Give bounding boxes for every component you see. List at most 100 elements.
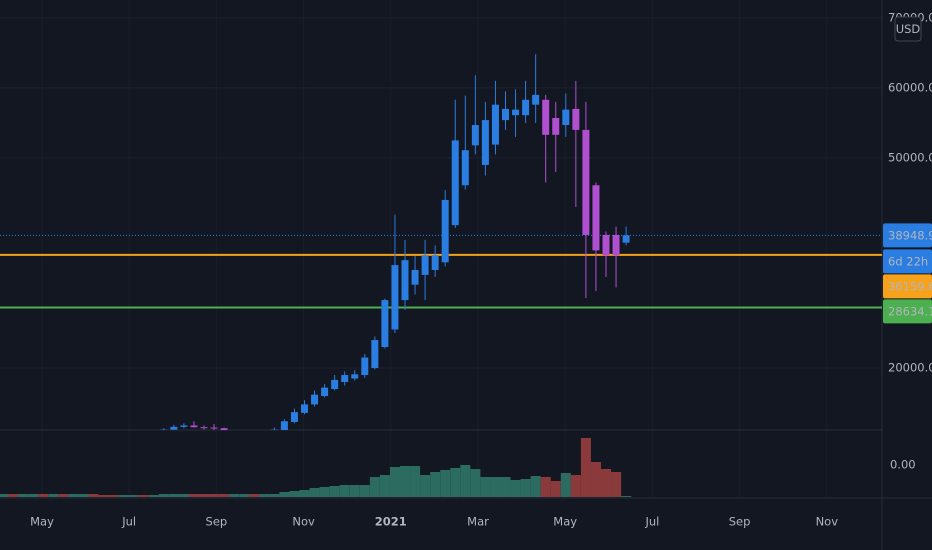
volume-bar <box>530 476 541 497</box>
candle-body <box>290 412 298 422</box>
volume-bar <box>38 494 49 497</box>
x-tick-label: May <box>553 515 577 529</box>
volume-bar <box>379 475 390 497</box>
price-lines <box>0 234 882 309</box>
volume-bar <box>450 468 461 497</box>
candle-body <box>361 357 369 376</box>
volume-bar <box>611 472 622 497</box>
candle-body <box>321 387 329 397</box>
price-label: 28634.18 <box>888 304 932 318</box>
volume-bar <box>520 479 531 497</box>
candle-body <box>522 99 530 116</box>
candle-body <box>210 427 218 429</box>
volume-bar <box>229 494 240 497</box>
volume-bar <box>0 494 9 497</box>
volume-bar <box>601 469 612 497</box>
volume-bar <box>570 475 581 497</box>
volume-bar <box>138 495 149 497</box>
volume-bar <box>168 494 179 497</box>
candle-body <box>391 265 399 330</box>
candle-body <box>572 108 580 130</box>
volume-bar <box>339 485 350 497</box>
x-tick-label: Sep <box>729 515 751 529</box>
candle-body <box>160 429 168 430</box>
y-tick-label: 20000.00 <box>888 361 932 375</box>
volume-scale-label: 0.00 <box>890 458 916 472</box>
candles <box>160 54 630 430</box>
volume-bar <box>309 488 320 497</box>
volume-bar <box>58 494 69 497</box>
y-tick-label: 60000.00 <box>888 80 932 94</box>
countdown-label-box <box>883 249 932 274</box>
candle-body <box>461 150 469 186</box>
candle-body <box>280 421 288 430</box>
volume-bar <box>470 469 481 497</box>
volume-bar <box>590 462 601 497</box>
volume-bar <box>158 494 169 497</box>
candle-body <box>502 108 509 121</box>
volume-bar <box>490 477 501 497</box>
candle-body <box>451 140 459 226</box>
candle-body <box>331 379 339 390</box>
x-tick-label: Sep <box>206 515 228 529</box>
volume-bar <box>178 494 189 497</box>
currency-box[interactable] <box>894 16 922 42</box>
volume-bar <box>389 467 400 497</box>
volume-bar <box>8 494 19 497</box>
candle-body <box>371 340 379 369</box>
currency-button[interactable]: USD <box>894 16 922 42</box>
candle-body <box>431 255 439 270</box>
volume-bar <box>580 438 591 497</box>
volume-bar <box>199 494 210 497</box>
candle-body <box>311 394 319 405</box>
volume-bar <box>18 494 29 497</box>
candle-body <box>441 199 449 263</box>
volume-bar <box>430 472 441 497</box>
volume-bar <box>259 494 270 497</box>
countdown-label: 6d 22h <box>888 254 928 268</box>
candle-body <box>200 427 208 429</box>
candle-body <box>411 269 419 285</box>
currency-label[interactable]: USD <box>896 22 921 36</box>
volume-bar <box>540 477 551 497</box>
x-tick-label: Nov <box>292 515 315 529</box>
volume-bar <box>299 490 310 497</box>
x-tick-label: Mar <box>467 515 489 529</box>
volume-bar <box>128 495 139 497</box>
candle-body <box>491 104 499 145</box>
candle-body <box>622 235 630 243</box>
volume-bar <box>510 480 521 497</box>
volume-bar <box>500 477 511 497</box>
candle-body <box>512 109 520 116</box>
volume-bar <box>420 475 431 497</box>
volume-bar <box>329 486 340 497</box>
volume-bar <box>269 494 280 497</box>
candle-body <box>301 404 308 413</box>
volume-bar <box>98 495 109 497</box>
volume-bar <box>68 494 79 497</box>
volume-bar <box>400 466 411 497</box>
volume-bar <box>148 495 159 497</box>
volume-bar <box>219 494 230 497</box>
candle-body <box>190 425 198 428</box>
candle-body <box>180 425 188 427</box>
candle-body <box>401 260 409 301</box>
volume-bar <box>48 494 59 497</box>
candle-body <box>341 375 349 383</box>
price-label-box <box>883 299 932 324</box>
candle-body <box>602 234 610 256</box>
volume-bar <box>88 494 99 497</box>
candle-body <box>351 374 359 379</box>
y-tick-label: 50000.00 <box>888 150 932 164</box>
volume-bar <box>239 494 250 497</box>
volume-bar <box>410 466 421 497</box>
candle-body <box>562 109 570 126</box>
x-tick-label: Jul <box>121 515 136 529</box>
x-tick-label: Jul <box>644 515 659 529</box>
volume-bar <box>349 485 360 497</box>
volume-bar <box>460 465 471 497</box>
volume-bar <box>359 485 370 497</box>
